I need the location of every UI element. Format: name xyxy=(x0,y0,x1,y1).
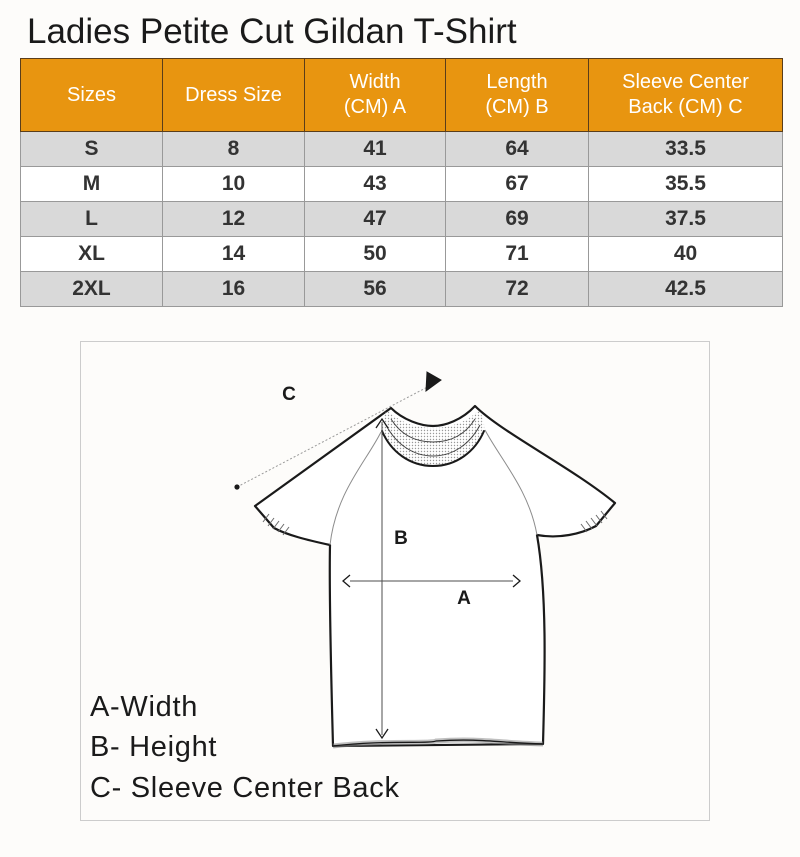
svg-text:C: C xyxy=(282,384,296,405)
svg-text:A: A xyxy=(457,588,471,609)
svg-text:B: B xyxy=(394,528,408,549)
